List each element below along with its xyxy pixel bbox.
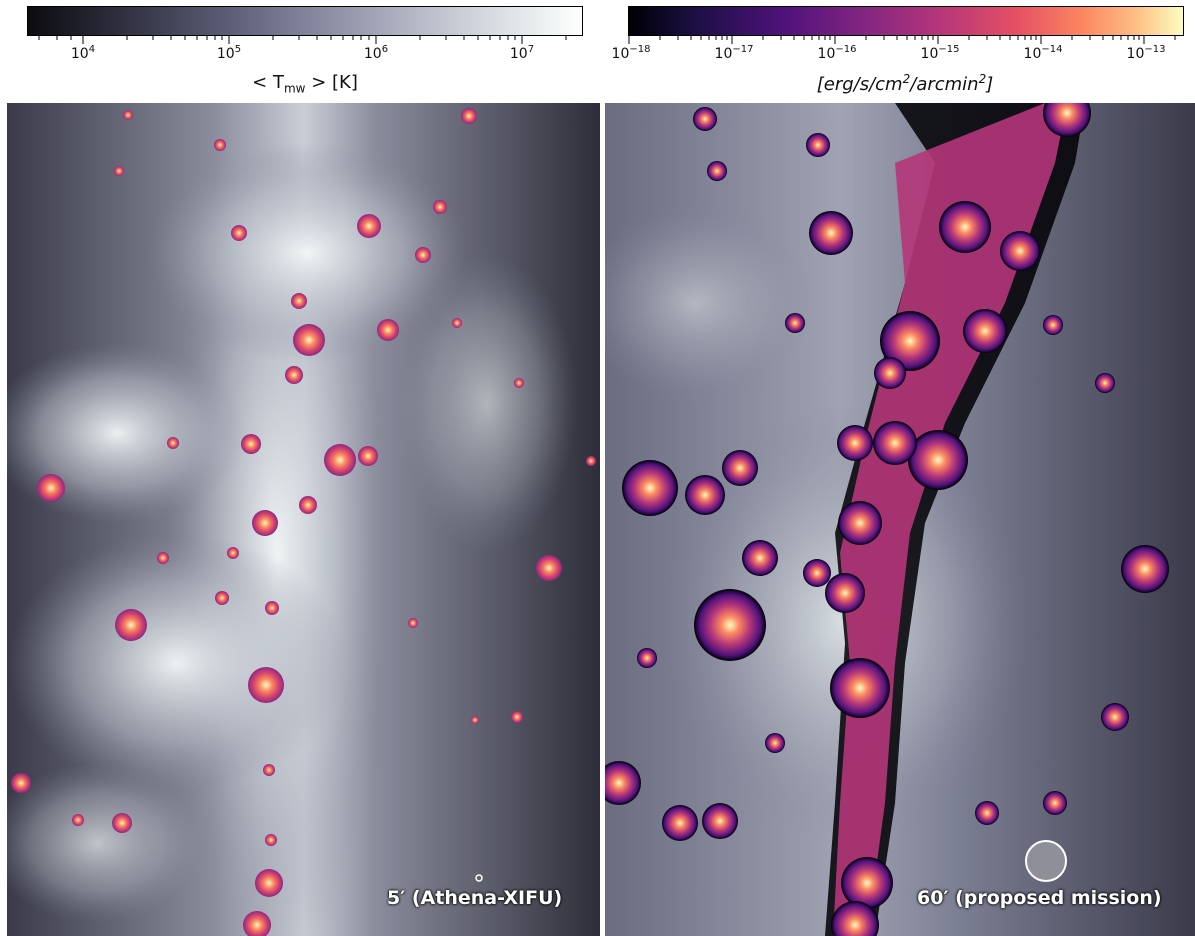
temperature-map-panel: 5′ (Athena-XIFU): [7, 103, 600, 936]
left-tick-label: 104: [70, 44, 96, 62]
right-tick-label: 10−17: [714, 44, 754, 62]
left-tick-label: 105: [216, 44, 242, 62]
surface-brightness-colorbar-ticks: [628, 36, 1176, 44]
temperature-colorbar: [27, 6, 583, 36]
surface-brightness-colorbar-title: [erg/s/cm2/arcmin2]: [816, 72, 994, 95]
athena-beam-label: 5′ (Athena-XIFU): [387, 887, 563, 909]
surface-brightness-map-panel: 60′ (proposed mission): [605, 103, 1195, 936]
surface-brightness-colorbar: [628, 6, 1184, 36]
right-tick-label: 10−13: [1126, 44, 1166, 62]
left-tick-label: 107: [509, 44, 535, 62]
proposed-mission-beam-circle-icon: [1025, 840, 1067, 882]
surface-brightness-map-image: [605, 103, 1195, 936]
right-tick-label: 10−18: [611, 44, 651, 62]
athena-beam-circle-icon: [475, 874, 483, 882]
temperature-map-image: [7, 103, 600, 936]
right-tick-label: 10−16: [817, 44, 857, 62]
panel-divider: [600, 103, 605, 936]
temperature-colorbar-ticks: [38, 36, 567, 44]
left-tick-label: 106: [363, 44, 389, 62]
right-tick-label: 10−14: [1023, 44, 1063, 62]
right-tick-label: 10−15: [920, 44, 960, 62]
proposed-mission-beam-label: 60′ (proposed mission): [917, 887, 1162, 909]
temperature-colorbar-title: < Tmw > [K]: [252, 72, 358, 96]
